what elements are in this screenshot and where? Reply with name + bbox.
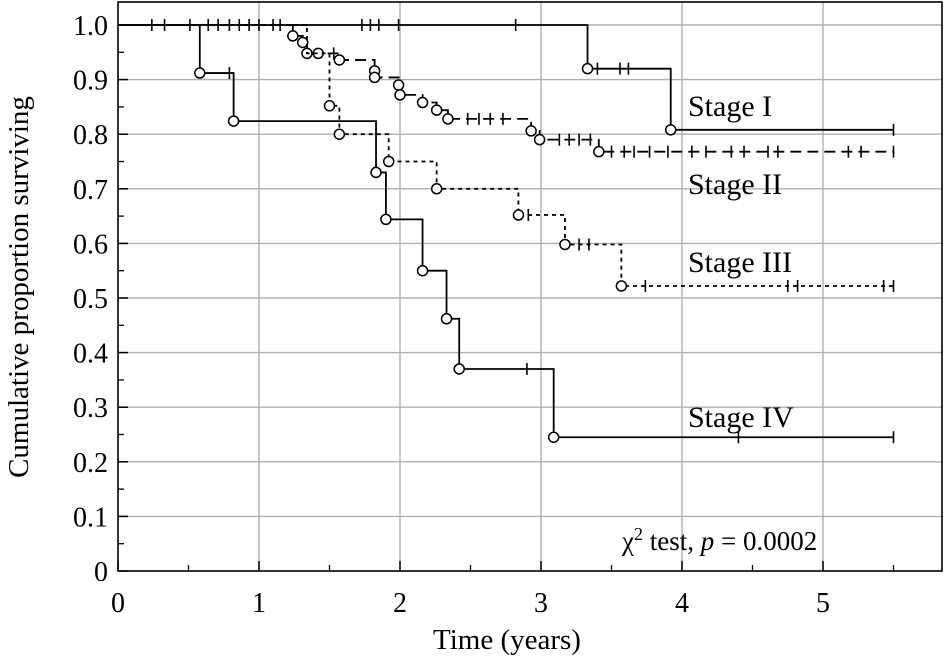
axis-ticks [117,24,895,572]
event-marker [392,79,405,91]
event-marker [430,104,443,116]
series-label-3: Stage III [688,246,792,279]
event-marker [547,431,560,443]
event-marker [287,30,299,42]
survival-step-line [118,24,894,287]
event-marker [394,89,406,101]
series-3 [118,24,895,292]
y-tick-label: 0.8 [73,120,108,151]
event-marker [512,209,525,221]
event-marker [581,62,594,75]
chi-square-annotation: χ2 test, p = 0.0002 [621,524,817,556]
series-4 [118,24,895,444]
y-tick-label: 0.6 [73,229,108,260]
plot-frame [117,1,943,572]
y-tick-label: 0.5 [73,284,108,315]
event-marker [453,363,465,375]
annotation-p-value: = 0.0002 [714,526,817,556]
event-marker [430,183,443,195]
x-tick-label: 4 [675,588,689,619]
event-marker [380,213,392,226]
event-marker [593,145,605,158]
event-marker [615,280,628,292]
annotation-test-text: test, [643,526,701,556]
event-marker [533,133,546,146]
x-tick-label: 3 [534,588,548,619]
y-tick-labels: 0 0.1 0.2 0.3 0.4 0.5 0.6 0.7 0.8 0.9 1.0 [73,11,108,588]
event-marker [227,115,240,127]
event-marker [323,100,336,112]
y-tick-label: 0.3 [73,393,108,424]
y-tick-label: 0.7 [73,175,108,206]
event-marker [664,124,677,136]
survival-step-line [118,24,894,439]
event-marker [382,155,395,168]
x-tick-label: 5 [816,588,830,619]
y-tick-label: 0.4 [73,339,108,370]
series-1 [118,19,895,136]
chi-symbol: χ [621,526,634,556]
chi-exponent: 2 [634,524,643,544]
survival-curves [118,19,895,444]
x-axis-label: Time (years) [433,624,581,656]
event-marker [194,67,206,79]
annotation-p: p [699,526,715,556]
x-tick-label: 2 [393,588,407,619]
event-marker [416,96,429,109]
x-tick-label: 1 [252,588,266,619]
event-marker [333,54,346,66]
x-tick-labels: 0 1 2 3 4 5 [111,588,830,619]
y-axis-label: Cumulative proportion surviving [3,96,35,478]
y-tick-label: 0.9 [73,66,108,97]
event-marker [370,166,382,179]
event-marker [416,264,429,277]
event-marker [440,312,453,325]
event-marker [559,238,571,251]
event-marker [333,128,346,140]
series-labels: Stage I Stage II Stage III Stage IV [688,90,794,434]
series-2 [118,24,895,158]
event-marker [442,113,454,125]
y-tick-label: 0 [94,557,108,588]
y-tick-label: 0.2 [73,448,108,479]
y-tick-label: 0.1 [73,502,108,533]
x-tick-label: 0 [111,588,125,619]
event-marker [368,71,381,84]
series-label-4: Stage IV [688,401,794,434]
y-tick-label: 1.0 [73,11,108,42]
event-marker [296,36,309,49]
event-marker [525,125,537,137]
series-label-1: Stage I [688,90,772,123]
series-label-2: Stage II [688,168,782,201]
